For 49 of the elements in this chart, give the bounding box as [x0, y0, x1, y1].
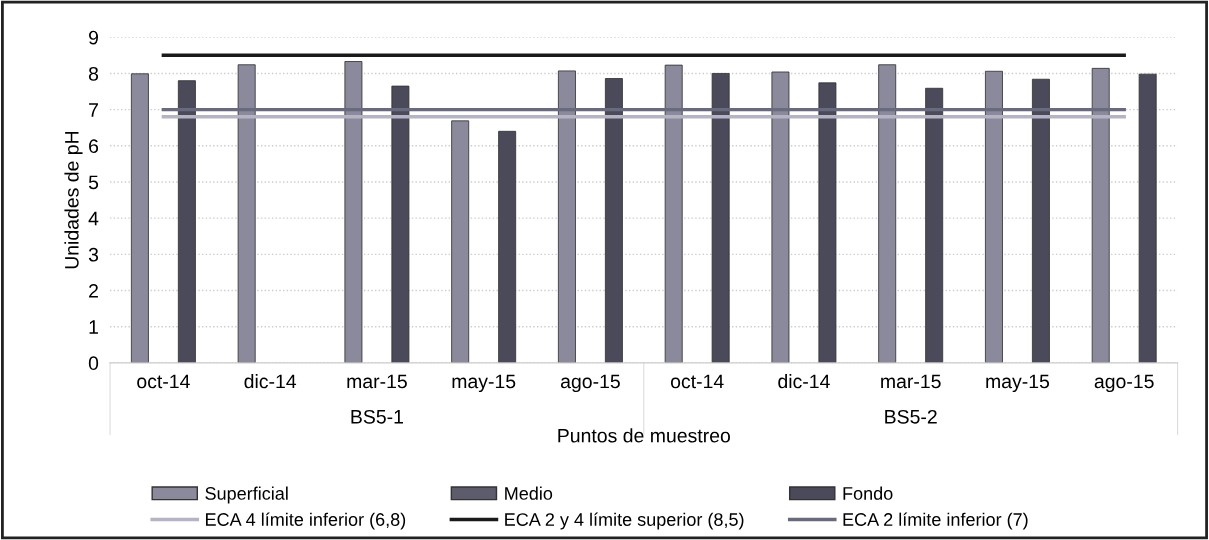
x-axis-title: Puntos de muestreo	[558, 428, 730, 443]
y-tick-label: 3	[88, 247, 99, 262]
legend-label: Fondo	[843, 486, 893, 500]
y-tick-label: 4	[88, 211, 99, 226]
y-tick-label: 2	[89, 283, 98, 298]
x-tick-label: may-15	[986, 374, 1050, 393]
bar	[818, 82, 837, 363]
y-tick-label: 0	[88, 356, 99, 371]
bar	[391, 85, 410, 363]
legend-label: Medio	[505, 486, 553, 500]
bar	[344, 61, 363, 363]
legend-label: ECA 4 límite inferior (6,8)	[206, 512, 406, 530]
y-axis-title: Unidades de pH	[64, 131, 83, 269]
bar	[1031, 78, 1050, 363]
bar	[925, 87, 944, 363]
bar	[498, 130, 517, 363]
text: BS5-2	[885, 409, 937, 424]
y-tick-label: 6	[89, 139, 99, 154]
bar	[878, 64, 897, 363]
bar	[711, 73, 730, 363]
x-tick-label: dic-14	[244, 373, 297, 389]
bar	[1091, 67, 1110, 363]
bar	[130, 73, 149, 363]
y-tick-label: 1	[89, 320, 98, 334]
bar	[664, 64, 683, 363]
bar	[984, 70, 1003, 363]
bar	[604, 78, 623, 363]
y-tick-label: 7	[89, 103, 98, 117]
x-tick-label: ago-15	[1094, 374, 1154, 393]
x-tick-label: mar-15	[881, 374, 941, 389]
legend-label: Superficial	[205, 486, 288, 504]
y-tick-label: 8	[88, 66, 99, 81]
legend-label: ECA 2 límite inferior (7)	[843, 512, 1028, 530]
y-tick-label: 5	[88, 175, 99, 190]
y-tick-label: 9	[89, 30, 98, 45]
x-tick-label: may-15	[452, 374, 516, 393]
x-tick-label: dic-14	[778, 373, 830, 389]
x-tick-label: ago-15	[560, 374, 620, 393]
text: BS5-1	[351, 409, 403, 424]
legend-label: ECA 2 y 4 límite superior (8,5)	[505, 512, 744, 530]
bar	[451, 120, 470, 363]
bar	[1138, 73, 1157, 363]
bar	[177, 80, 196, 363]
bar	[237, 64, 256, 363]
x-tick-label: oct-14	[670, 374, 724, 389]
x-tick-label: oct-14	[137, 374, 190, 389]
bar	[557, 70, 576, 363]
x-tick-label: mar-15	[347, 374, 407, 389]
bar	[771, 71, 790, 363]
